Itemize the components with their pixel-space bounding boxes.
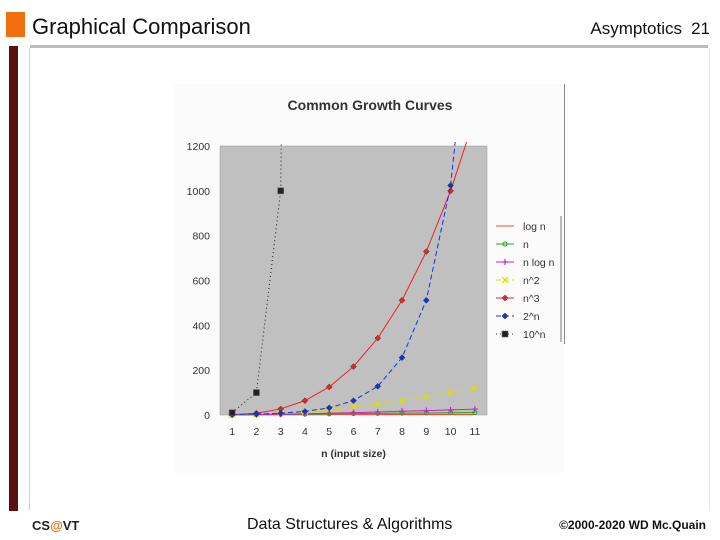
data-point-n-2 (350, 403, 357, 411)
data-point-n-3 (374, 334, 382, 342)
data-point-2-n (422, 296, 430, 304)
x-tick-label: 7 (375, 426, 381, 438)
chart-title: Common Growth Curves (288, 97, 453, 113)
data-point-n-2 (447, 389, 455, 397)
x-tick-label: 4 (302, 426, 308, 438)
legend-label-n-log-n: n log n (523, 257, 555, 269)
footer-course: CS@VT (32, 518, 79, 533)
content-frame (29, 48, 710, 510)
plot-area (219, 145, 488, 416)
legend-label-n-3: n^3 (523, 293, 540, 305)
legend-label-log-n: log n (523, 221, 546, 233)
left-accent-bar (9, 46, 18, 511)
data-point-n-2 (471, 384, 479, 392)
data-point-2-n (374, 382, 382, 390)
chart-figure: Common Growth Curves 0 200 400 600 800 1000 120… (174, 84, 564, 473)
data-point-n-3 (350, 363, 357, 370)
x-tick-label: 2 (253, 426, 259, 438)
slide-number: 21 (691, 19, 710, 38)
data-point-2-n (398, 354, 406, 361)
y-tick-label: 0 (204, 410, 210, 422)
y-tick-label: 1000 (187, 186, 211, 198)
slide-topic: Asymptotics (590, 19, 682, 38)
legend-marker-n-2 (501, 276, 509, 284)
legend-label-2-n: 2^n (523, 311, 540, 323)
data-point-10-n (253, 389, 260, 396)
legend-marker-n-log-n (502, 259, 508, 265)
data-point-n-log-n (423, 407, 430, 414)
title-accent-square (6, 12, 25, 37)
legend-marker-10-n (501, 330, 509, 338)
y-tick-label: 600 (192, 276, 210, 288)
legend-label-n: n (523, 239, 529, 251)
x-tick-label: 6 (351, 426, 357, 438)
footer-course-suffix: VT (62, 518, 80, 533)
x-axis-label: n (input size) (321, 448, 386, 460)
data-point-n-log-n (471, 406, 478, 413)
y-tick-label: 800 (192, 231, 210, 243)
x-tick-label: 11 (469, 426, 480, 438)
data-point-10-n (277, 187, 284, 195)
legend-label-n-2: n^2 (523, 275, 540, 287)
data-point-n-log-n (350, 409, 357, 416)
growth-curves-chart: Common Growth Curves 0 200 400 600 800 1000 120… (187, 97, 562, 460)
x-tick-label: 10 (445, 426, 457, 438)
data-point-2-n (447, 182, 454, 189)
data-point-n-2 (422, 393, 430, 401)
y-tick-label: 400 (192, 320, 210, 332)
title-divider (30, 45, 708, 48)
data-point-n-log-n (447, 406, 454, 413)
data-point-2-n (301, 408, 309, 415)
data-point-n-log-n (399, 408, 406, 415)
y-tick-label: 1200 (187, 141, 211, 153)
x-tick-label: 1 (229, 426, 235, 438)
legend-label-10-n: 10^n (523, 329, 546, 341)
data-point-n-log-n (374, 408, 381, 415)
x-tick-label: 8 (399, 426, 405, 438)
x-tick-label: 9 (423, 426, 429, 438)
slide-title: Graphical Comparison (32, 14, 251, 39)
data-point-n-2 (374, 400, 382, 408)
data-point-n-3 (422, 248, 430, 255)
data-point-n-log-n (326, 410, 333, 417)
data-point-n-3 (301, 397, 309, 405)
footer-course-title: Data Structures & Algorithms (247, 516, 453, 533)
data-point-2-n (350, 397, 357, 405)
data-point-2-n (277, 409, 285, 417)
data-point-10-n (228, 409, 236, 417)
y-tick-label: 200 (192, 365, 210, 377)
footer-course-at: @ (50, 518, 63, 533)
footer-copyright: ©2000-2020 WD Mc.Quain (559, 518, 706, 532)
data-point-2-n (325, 404, 333, 412)
legend-marker-n (502, 241, 508, 247)
legend-marker-2-n (501, 312, 509, 320)
data-point-n-3 (398, 296, 406, 304)
x-tick-label: 5 (326, 426, 332, 438)
data-point-2-n (253, 410, 260, 418)
x-tick-label: 3 (278, 426, 284, 438)
legend-marker-n-3 (501, 294, 509, 302)
figure-edge-line (564, 84, 565, 344)
data-point-n-3 (325, 383, 333, 391)
footer-course-prefix: CS (32, 518, 51, 533)
data-point-n-2 (398, 397, 406, 405)
